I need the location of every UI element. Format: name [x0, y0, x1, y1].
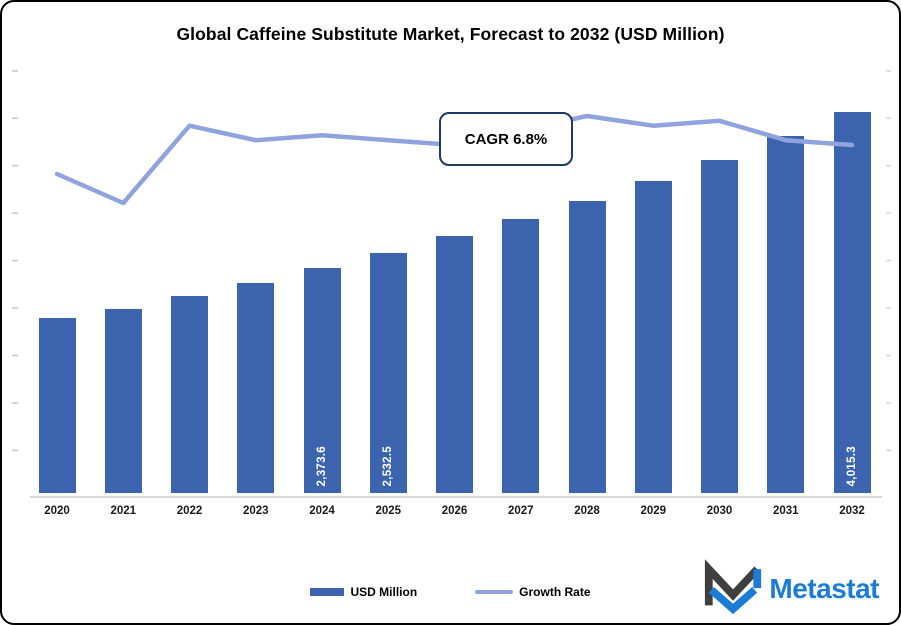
- x-axis-label-2028: 2028: [574, 505, 600, 517]
- bar-2022: [171, 296, 208, 493]
- bar-2026: [436, 236, 473, 493]
- x-axis-label-2022: 2022: [176, 505, 203, 517]
- bar-2023: [237, 283, 275, 493]
- bar-2027: [502, 219, 540, 493]
- metastat-logo-text: Metastat: [769, 573, 879, 604]
- cagr-callout: CAGR 6.8%: [439, 112, 573, 166]
- x-axis-label-2024: 2024: [309, 505, 335, 517]
- legend: USD Million Growth Rate: [2, 585, 899, 599]
- x-axis-label-2029: 2029: [640, 505, 667, 517]
- x-axis-label-2031: 2031: [772, 505, 799, 517]
- legend-item-growth-rate: Growth Rate: [475, 585, 591, 599]
- x-axis-label-2026: 2026: [441, 505, 468, 517]
- bar-2028: [568, 201, 606, 493]
- chart-title: Global Caffeine Substitute Market, Forec…: [176, 24, 725, 44]
- x-axis-label-2025: 2025: [375, 505, 402, 517]
- line-series-label: Growth Rate: [519, 585, 591, 599]
- bar-2029: [634, 181, 672, 493]
- bar-series-swatch: [310, 588, 345, 596]
- metastat-logo-icon: [705, 559, 762, 615]
- bar-2030: [701, 160, 738, 493]
- x-axis-label-2027: 2027: [507, 505, 534, 517]
- line-series-swatch: [475, 589, 514, 595]
- x-axis-label-2030: 2030: [706, 505, 733, 517]
- x-axis-baseline: [30, 496, 882, 498]
- x-axis-label-2032: 2032: [839, 505, 865, 517]
- bar-series-label: USD Million: [350, 585, 418, 599]
- cagr-label: CAGR 6.8%: [464, 130, 548, 148]
- bar-2024: 2,373.6: [303, 268, 341, 493]
- bar-2021: [104, 309, 142, 493]
- bar-2025: 2,532.5: [369, 253, 407, 493]
- bar-2020: [38, 318, 76, 493]
- metastat-logo: Metastat: [701, 558, 879, 620]
- legend-item-usd-million: USD Million: [310, 585, 417, 599]
- x-axis-label-2023: 2023: [242, 505, 269, 517]
- x-axis-label-2020: 2020: [44, 505, 70, 517]
- x-axis-label-2021: 2021: [110, 505, 137, 517]
